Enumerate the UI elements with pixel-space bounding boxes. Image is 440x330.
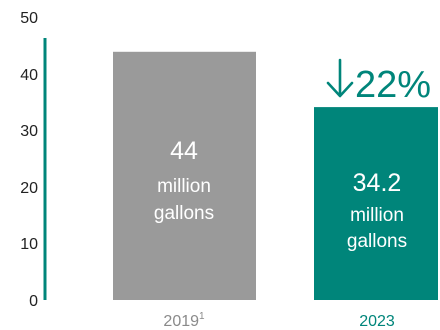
change-annotation: 22% <box>326 58 431 106</box>
bar-value: 34.2 <box>353 169 402 197</box>
bar-2019 <box>113 51 256 300</box>
bar-2023-value-label: 34.2 million gallons <box>347 169 407 252</box>
y-tick-label: 10 <box>20 236 38 253</box>
y-ticks: 0 10 20 30 40 50 <box>20 10 38 310</box>
bar-unit-line-2: gallons <box>347 231 407 252</box>
x-category-label-2023: 2023 <box>359 313 395 330</box>
y-tick-label: 30 <box>20 123 38 140</box>
footnote-marker: 1 <box>199 311 205 322</box>
change-percent: 22% <box>355 64 431 106</box>
y-tick-label: 0 <box>29 293 38 310</box>
bar-value: 44 <box>170 137 198 165</box>
x-category-label-2019: 20191 <box>163 311 205 330</box>
bar-unit-line-2: gallons <box>154 203 214 224</box>
bar-unit-line-1: million <box>157 176 211 197</box>
category-text: 2019 <box>163 313 199 330</box>
y-tick-label: 40 <box>20 67 38 84</box>
bar-2023 <box>314 107 438 300</box>
arrow-down-icon <box>326 58 354 98</box>
y-tick-label: 50 <box>20 10 38 27</box>
bar-2019-value-label: 44 million gallons <box>154 137 214 224</box>
y-tick-label: 20 <box>20 180 38 197</box>
bar-unit-line-1: million <box>350 205 404 226</box>
